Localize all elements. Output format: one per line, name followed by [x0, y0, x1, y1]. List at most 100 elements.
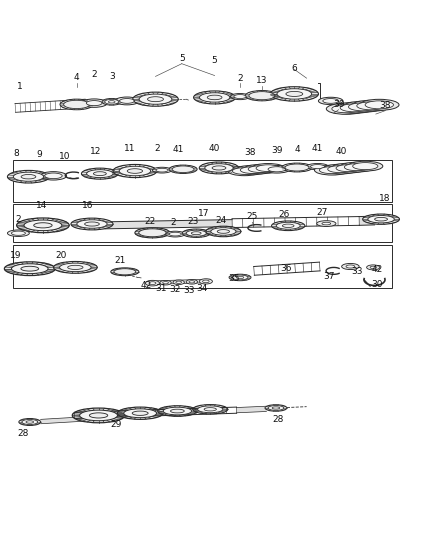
- Ellipse shape: [202, 280, 209, 282]
- Text: 8: 8: [14, 149, 20, 158]
- Text: 4: 4: [74, 72, 79, 82]
- Text: 3: 3: [109, 72, 115, 81]
- Ellipse shape: [21, 266, 39, 271]
- Text: 20: 20: [56, 251, 67, 260]
- Text: 37: 37: [324, 271, 335, 280]
- Ellipse shape: [19, 418, 41, 425]
- Ellipse shape: [182, 229, 210, 237]
- Ellipse shape: [186, 230, 206, 236]
- Text: 11: 11: [124, 144, 135, 154]
- Ellipse shape: [139, 229, 166, 237]
- Bar: [13, 245, 392, 287]
- Ellipse shape: [80, 410, 117, 421]
- Polygon shape: [105, 220, 232, 229]
- Ellipse shape: [119, 166, 151, 176]
- Ellipse shape: [72, 408, 125, 423]
- Ellipse shape: [365, 101, 393, 109]
- Text: 2: 2: [171, 218, 176, 227]
- Text: 28: 28: [17, 429, 28, 438]
- Ellipse shape: [24, 220, 62, 231]
- Text: 26: 26: [278, 210, 290, 219]
- Polygon shape: [359, 216, 374, 225]
- Text: 36: 36: [280, 264, 291, 273]
- Ellipse shape: [11, 231, 25, 235]
- Text: 28: 28: [272, 415, 284, 424]
- Ellipse shape: [276, 222, 300, 229]
- Ellipse shape: [191, 232, 201, 235]
- Ellipse shape: [89, 413, 108, 418]
- Ellipse shape: [217, 230, 230, 233]
- Ellipse shape: [207, 95, 222, 100]
- Ellipse shape: [346, 265, 355, 268]
- Text: 4: 4: [294, 146, 300, 155]
- Text: 33: 33: [351, 267, 362, 276]
- Text: 2: 2: [92, 70, 97, 79]
- Ellipse shape: [204, 408, 216, 411]
- Text: 13: 13: [256, 76, 268, 85]
- Ellipse shape: [77, 220, 107, 228]
- Text: 38: 38: [380, 101, 391, 110]
- Polygon shape: [237, 406, 266, 413]
- Ellipse shape: [11, 264, 48, 273]
- Ellipse shape: [268, 406, 284, 410]
- Ellipse shape: [198, 406, 223, 413]
- Text: 40: 40: [209, 144, 220, 154]
- Ellipse shape: [105, 99, 119, 104]
- Ellipse shape: [199, 93, 230, 102]
- Ellipse shape: [236, 165, 269, 175]
- Ellipse shape: [307, 164, 328, 170]
- Ellipse shape: [249, 92, 275, 100]
- Text: 24: 24: [215, 216, 227, 225]
- Ellipse shape: [211, 228, 236, 235]
- Ellipse shape: [172, 166, 194, 173]
- Ellipse shape: [158, 406, 197, 416]
- Ellipse shape: [256, 165, 280, 172]
- Ellipse shape: [7, 171, 49, 183]
- Ellipse shape: [148, 96, 163, 102]
- Ellipse shape: [370, 266, 376, 269]
- Ellipse shape: [81, 168, 118, 179]
- Ellipse shape: [368, 215, 394, 223]
- Ellipse shape: [234, 94, 246, 99]
- Ellipse shape: [318, 97, 343, 104]
- Ellipse shape: [322, 222, 331, 225]
- Ellipse shape: [166, 231, 185, 237]
- Ellipse shape: [244, 165, 277, 174]
- Ellipse shape: [114, 269, 136, 275]
- Ellipse shape: [22, 419, 38, 424]
- Ellipse shape: [71, 218, 113, 230]
- Ellipse shape: [342, 263, 359, 270]
- Ellipse shape: [340, 104, 368, 112]
- Ellipse shape: [26, 421, 34, 423]
- Ellipse shape: [176, 281, 181, 284]
- Ellipse shape: [323, 164, 358, 174]
- Ellipse shape: [272, 221, 305, 231]
- Text: 35: 35: [229, 274, 240, 283]
- Ellipse shape: [360, 99, 399, 110]
- Ellipse shape: [133, 92, 178, 106]
- Ellipse shape: [348, 161, 383, 171]
- Ellipse shape: [173, 280, 184, 285]
- Text: 39: 39: [333, 100, 344, 109]
- Ellipse shape: [277, 88, 312, 99]
- Bar: [13, 204, 392, 243]
- Text: 40: 40: [335, 147, 346, 156]
- Text: 2: 2: [237, 74, 243, 83]
- Ellipse shape: [113, 165, 157, 177]
- Ellipse shape: [67, 265, 83, 270]
- Text: 39: 39: [271, 146, 283, 155]
- Ellipse shape: [205, 164, 233, 172]
- Ellipse shape: [240, 167, 264, 173]
- Ellipse shape: [194, 91, 236, 104]
- Ellipse shape: [189, 281, 195, 283]
- Ellipse shape: [343, 101, 382, 112]
- Text: 29: 29: [110, 421, 122, 430]
- Ellipse shape: [34, 223, 52, 228]
- Text: 23: 23: [187, 217, 198, 226]
- Ellipse shape: [339, 162, 374, 172]
- Text: 25: 25: [247, 212, 258, 221]
- Ellipse shape: [323, 99, 339, 103]
- Text: 21: 21: [115, 256, 126, 265]
- Text: 17: 17: [198, 209, 209, 219]
- Ellipse shape: [102, 99, 121, 105]
